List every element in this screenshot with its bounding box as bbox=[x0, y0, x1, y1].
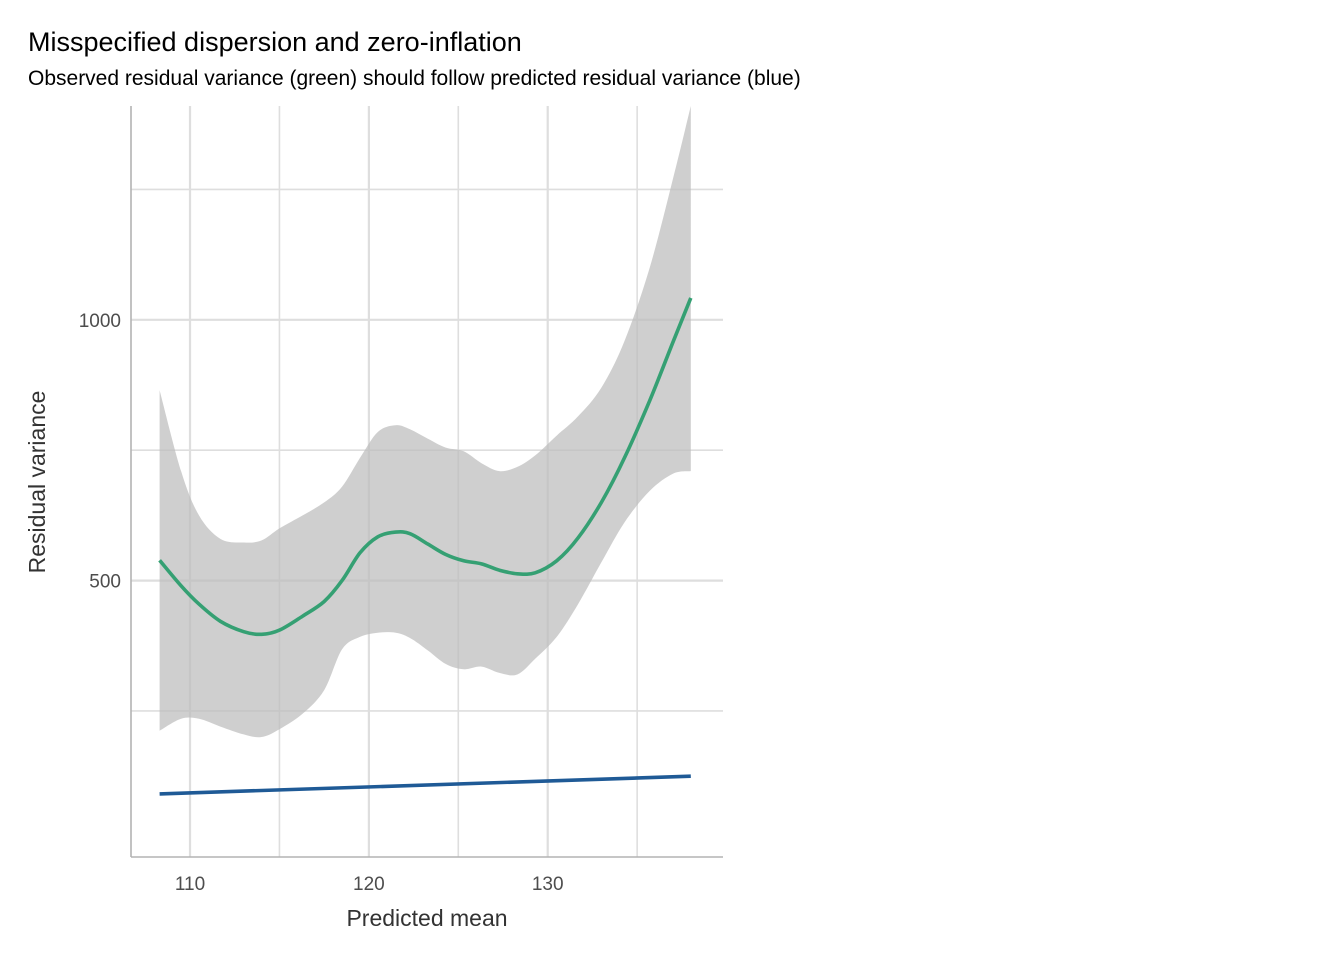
axes bbox=[130, 106, 723, 858]
series-lines bbox=[158, 297, 693, 796]
y-axis-title: Residual variance bbox=[24, 391, 50, 574]
predicted-variance-line bbox=[159, 774, 691, 796]
grid-lines bbox=[131, 106, 723, 857]
x-tick-label: 120 bbox=[353, 874, 385, 895]
confidence-ribbon bbox=[159, 106, 691, 738]
chart-title: Misspecified dispersion and zero-inflati… bbox=[28, 27, 522, 57]
y-tick-label: 1000 bbox=[79, 311, 121, 332]
observed-variance-line bbox=[158, 297, 693, 637]
x-tick-label: 110 bbox=[175, 874, 205, 895]
y-tick-label: 500 bbox=[89, 572, 121, 593]
confidence-ribbons bbox=[159, 106, 691, 738]
x-axis-title: Predicted mean bbox=[346, 905, 507, 931]
tick-labels: 110 120 130 500 1000 bbox=[79, 311, 564, 895]
x-tick-label: 130 bbox=[532, 874, 564, 895]
chart-subtitle: Observed residual variance (green) shoul… bbox=[28, 67, 801, 90]
